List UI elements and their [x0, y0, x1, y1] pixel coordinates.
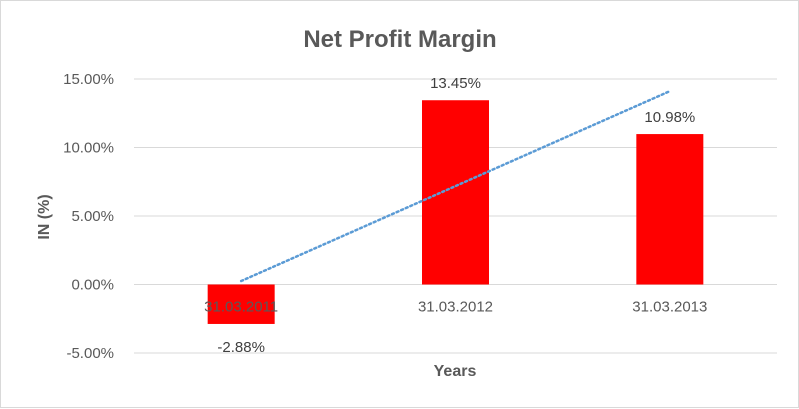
bars — [207, 100, 704, 324]
data-labels: -2.88% 13.45% 10.98% — [217, 75, 695, 356]
chart-title: Net Profit Margin — [303, 26, 496, 53]
y-tick-label: 0.00% — [71, 277, 114, 294]
y-axis-title: IN (%) — [36, 194, 53, 239]
category-label: 31.03.2013 — [632, 299, 707, 316]
y-tick-label: -5.00% — [66, 345, 114, 362]
bar — [636, 134, 704, 285]
bar — [422, 100, 489, 285]
y-tick-labels: -5.00% 0.00% 5.00% 10.00% 15.00% — [63, 71, 114, 362]
bar — [207, 284, 275, 324]
category-label: 31.03.2011 — [204, 299, 278, 316]
trendline — [239, 89, 672, 283]
category-label: 31.03.2012 — [418, 299, 493, 316]
x-axis-title: Years — [434, 363, 477, 380]
y-tick-label: 15.00% — [63, 71, 114, 88]
y-tick-label: 10.00% — [63, 140, 114, 157]
data-label: -2.88% — [217, 339, 265, 356]
data-label: 13.45% — [430, 75, 481, 92]
data-label: 10.98% — [644, 109, 695, 126]
trendline-group — [239, 89, 672, 283]
category-labels: 31.03.2011 31.03.2012 31.03.2013 — [204, 299, 707, 316]
y-tick-label: 5.00% — [71, 208, 114, 225]
